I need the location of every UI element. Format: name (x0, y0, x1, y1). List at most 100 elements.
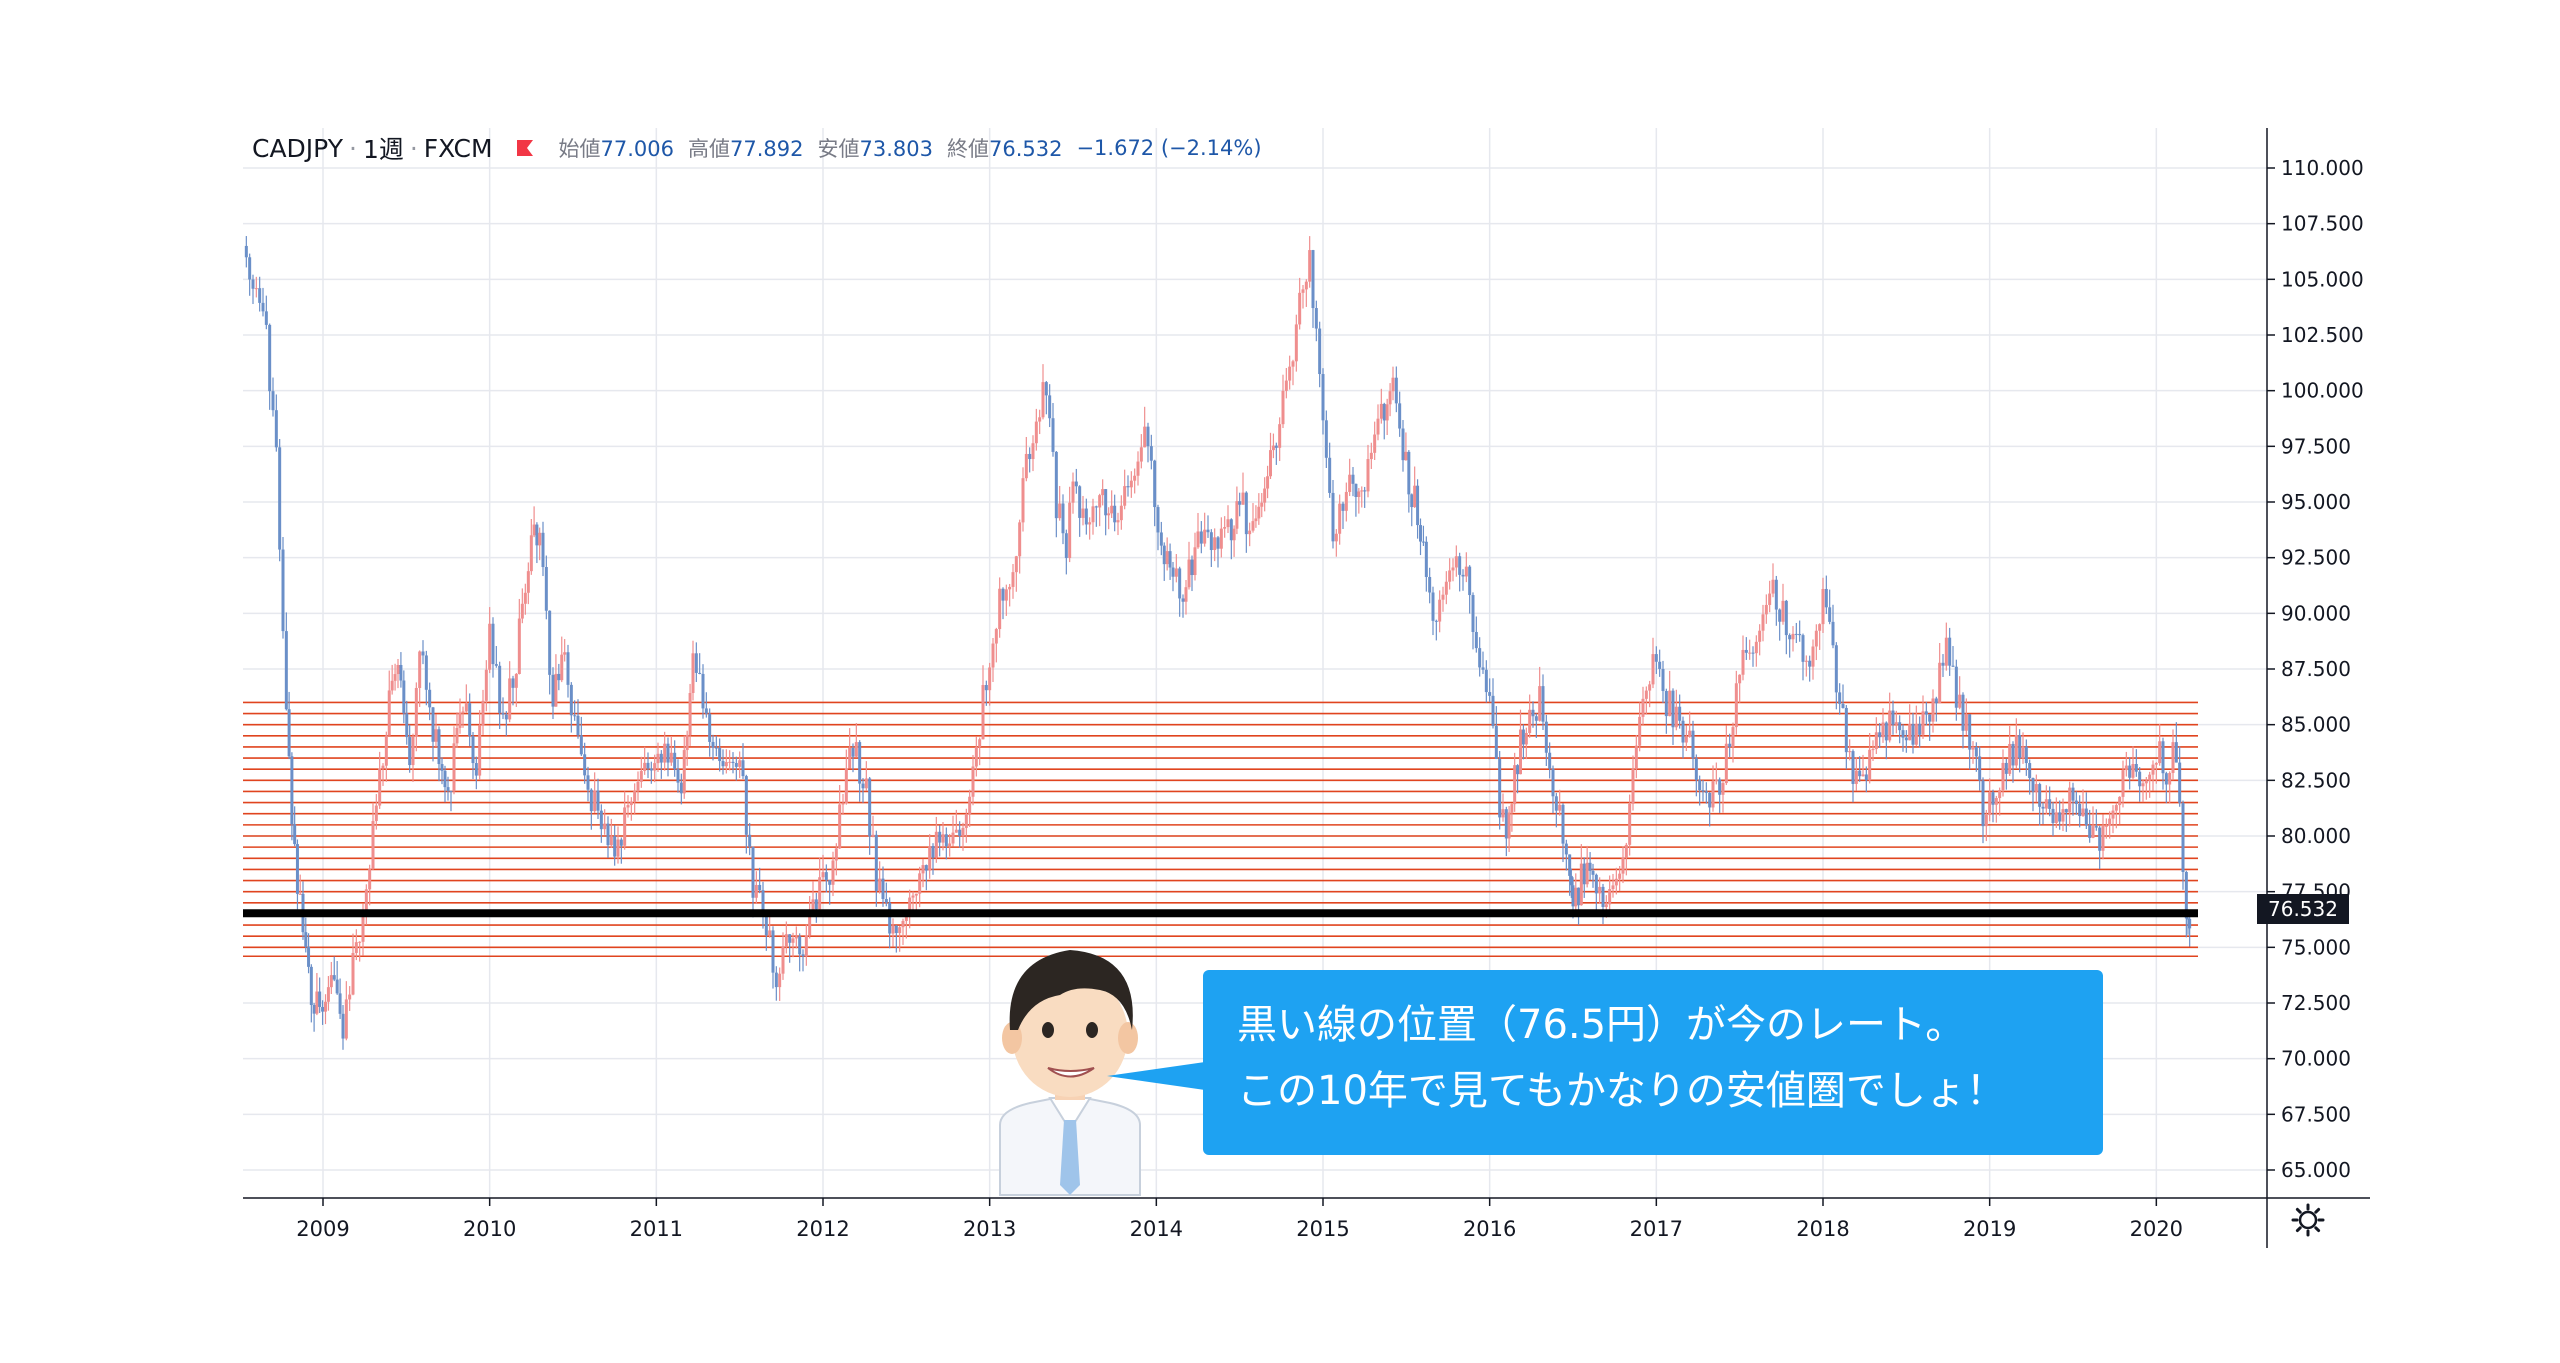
candle-body (1071, 481, 1075, 503)
candle-body (278, 447, 282, 550)
candle-body (583, 754, 587, 776)
candle-body (1911, 724, 1915, 745)
candle-body (1971, 746, 1975, 750)
candle-body (1048, 395, 1052, 419)
candle-body (2048, 799, 2052, 809)
candle-body (1416, 485, 1420, 526)
candle-body (1924, 711, 1928, 715)
candle-body (381, 765, 385, 769)
candle-body (523, 592, 527, 604)
candle-body (471, 736, 475, 764)
candle-body (2101, 826, 2105, 851)
candle-body (1391, 377, 1395, 392)
candle-body (1054, 451, 1058, 519)
candle-body (1454, 556, 1458, 568)
candle-body (1379, 403, 1383, 419)
candle-body (387, 690, 391, 736)
candle-body (1424, 541, 1428, 577)
gear-icon[interactable] (2290, 1202, 2326, 1238)
candle-body (2108, 818, 2112, 826)
candle-body (481, 700, 485, 726)
candle-body (1257, 506, 1261, 519)
candle-body (1871, 749, 1875, 751)
businessman-avatar (999, 950, 1141, 1196)
candle-body (1404, 451, 1408, 461)
candle-body (881, 878, 885, 899)
candle-body (898, 927, 902, 934)
candle-body (1938, 662, 1942, 704)
candle-body (332, 975, 336, 980)
candle-body (998, 588, 1002, 630)
red-flag-icon[interactable] (515, 138, 535, 158)
candle-body (1419, 525, 1422, 542)
candle-body (1598, 886, 1602, 894)
candle-body (2058, 812, 2062, 822)
candle-body (1728, 743, 1732, 747)
candle-body (1641, 698, 1645, 717)
candle-body (1510, 804, 1514, 813)
candle-body (2008, 743, 2012, 774)
candle-body (1654, 654, 1658, 662)
candle-body (2186, 918, 2190, 920)
candle-body (1771, 579, 1775, 594)
candle-body (1116, 520, 1120, 523)
candle-body (1828, 607, 1832, 622)
candle-body (1474, 631, 1478, 649)
candle-body (748, 834, 752, 847)
candle-body (688, 692, 692, 735)
candle-body (307, 946, 311, 967)
y-tick-label: 67.500 (2281, 1102, 2351, 1126)
candle-body (557, 673, 561, 681)
candle-body (1724, 743, 1728, 784)
candle-body (2114, 805, 2118, 811)
candle-body (1778, 609, 1782, 622)
y-tick-label: 107.500 (2281, 212, 2364, 236)
candle-body (2081, 808, 2085, 817)
candle-body (596, 790, 600, 811)
candle-body (1478, 648, 1482, 668)
candle-body (754, 884, 758, 898)
candle-body (778, 973, 782, 988)
candle-body (2054, 812, 2058, 823)
candle-body (1448, 570, 1452, 582)
candle-body (1858, 770, 1862, 777)
candle-body (941, 834, 945, 843)
candle-body (728, 761, 732, 763)
candle-body (484, 669, 488, 701)
candle-body (1758, 630, 1762, 642)
candle-body (1934, 698, 1938, 704)
candle-body (794, 936, 798, 939)
candle-body (464, 703, 468, 712)
candle-body (1260, 502, 1264, 507)
candle-body (284, 631, 288, 710)
interval-label[interactable]: 1週 (362, 135, 404, 164)
candle-body (1878, 732, 1882, 738)
candle-body (888, 902, 892, 934)
candle-body (1864, 774, 1868, 781)
candle-body (1308, 250, 1312, 282)
candle-body (514, 673, 518, 688)
candle-body (424, 655, 428, 690)
candle-body (1741, 649, 1745, 675)
candle-body (1388, 391, 1392, 405)
candle-body (961, 827, 965, 836)
candle-body (1918, 723, 1922, 735)
candle-body (1038, 417, 1042, 422)
symbol-label[interactable]: CADJPY (252, 133, 343, 163)
candle-body (474, 763, 478, 776)
candle-body (2154, 763, 2158, 765)
candle-body (1978, 756, 1982, 781)
candle-body (1564, 843, 1568, 855)
x-tick-label: 2016 (1463, 1217, 1516, 1241)
candle-body (576, 715, 580, 736)
candle-body (682, 750, 686, 794)
candle-body (1484, 669, 1488, 693)
candle-body (1318, 328, 1322, 375)
candle-body (1328, 457, 1332, 493)
candle-body (1187, 559, 1191, 588)
candle-body (1278, 424, 1282, 448)
candle-body (978, 739, 982, 747)
candle-body (1241, 492, 1245, 505)
candle-body (1548, 752, 1552, 769)
